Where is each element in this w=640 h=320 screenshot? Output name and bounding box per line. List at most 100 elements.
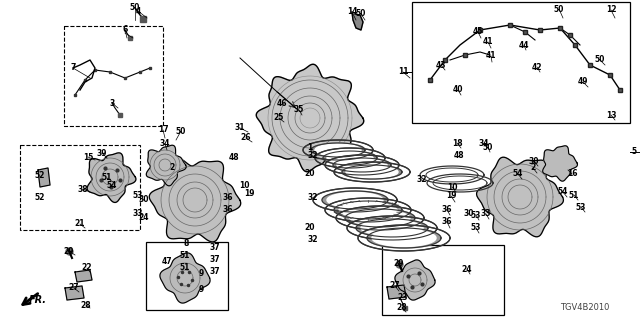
Text: 9: 9: [198, 269, 204, 278]
Text: 13: 13: [605, 110, 616, 119]
Text: 19: 19: [244, 188, 254, 197]
Text: 17: 17: [157, 125, 168, 134]
Text: FR.: FR.: [29, 295, 47, 305]
Text: TGV4B2010: TGV4B2010: [560, 303, 609, 313]
Text: 3: 3: [109, 99, 115, 108]
Polygon shape: [372, 229, 436, 246]
Text: 28: 28: [397, 303, 407, 313]
Text: 29: 29: [64, 246, 74, 255]
Text: 32: 32: [308, 193, 318, 202]
Text: 38: 38: [77, 185, 88, 194]
Text: 33: 33: [132, 209, 143, 218]
Text: 43: 43: [436, 60, 446, 69]
Polygon shape: [160, 253, 210, 303]
Text: 5: 5: [632, 148, 637, 156]
Text: 6: 6: [122, 26, 127, 35]
Polygon shape: [350, 211, 410, 226]
Text: 37: 37: [210, 244, 220, 252]
Text: 49: 49: [578, 77, 588, 86]
Polygon shape: [477, 157, 563, 237]
Text: 20: 20: [305, 223, 316, 233]
Text: 51: 51: [180, 263, 190, 273]
Polygon shape: [346, 166, 398, 178]
Text: 21: 21: [75, 220, 85, 228]
Bar: [64, 26, 163, 126]
Text: 26: 26: [241, 133, 252, 142]
Text: 2: 2: [170, 164, 175, 172]
Polygon shape: [352, 12, 363, 30]
Text: 24: 24: [139, 213, 149, 222]
Text: 1: 1: [307, 143, 312, 153]
Text: 53: 53: [471, 211, 481, 220]
Text: 54: 54: [513, 170, 523, 179]
Text: 37: 37: [210, 268, 220, 276]
Polygon shape: [327, 152, 373, 164]
Text: 50: 50: [130, 4, 140, 12]
Polygon shape: [395, 260, 435, 300]
Text: 10: 10: [239, 180, 249, 189]
Text: 54: 54: [558, 188, 568, 196]
Bar: [146, 242, 228, 310]
Text: 41: 41: [486, 52, 496, 60]
Polygon shape: [65, 286, 84, 300]
Text: 51: 51: [569, 190, 579, 199]
Polygon shape: [333, 158, 391, 172]
Polygon shape: [147, 145, 186, 186]
Text: 47: 47: [162, 257, 172, 266]
Polygon shape: [75, 270, 92, 282]
Text: 32: 32: [308, 150, 318, 159]
Text: 19: 19: [445, 191, 456, 201]
Polygon shape: [345, 209, 415, 227]
Text: 11: 11: [397, 68, 408, 76]
Text: 34: 34: [479, 139, 489, 148]
Text: 18: 18: [452, 139, 462, 148]
Polygon shape: [334, 201, 402, 219]
Polygon shape: [339, 203, 397, 218]
Text: 36: 36: [442, 218, 452, 227]
Text: 52: 52: [35, 194, 45, 203]
Text: 4: 4: [136, 6, 141, 15]
Polygon shape: [337, 159, 387, 171]
Polygon shape: [315, 144, 361, 156]
Polygon shape: [322, 191, 388, 209]
Text: 2: 2: [531, 164, 536, 172]
Text: 36: 36: [442, 205, 452, 214]
Text: 12: 12: [605, 5, 616, 14]
Text: 50: 50: [595, 55, 605, 65]
Text: 52: 52: [35, 171, 45, 180]
Text: 15: 15: [83, 153, 93, 162]
Text: 42: 42: [532, 62, 542, 71]
Text: 16: 16: [567, 170, 577, 179]
Text: 23: 23: [397, 293, 408, 302]
Polygon shape: [361, 220, 423, 236]
Polygon shape: [256, 64, 364, 172]
Text: 30: 30: [139, 196, 149, 204]
Text: 14: 14: [347, 7, 357, 17]
Text: 10: 10: [447, 182, 457, 191]
Polygon shape: [387, 285, 406, 299]
Text: 36: 36: [223, 205, 233, 214]
Text: 8: 8: [183, 239, 189, 249]
Text: 36: 36: [223, 193, 233, 202]
Polygon shape: [342, 165, 402, 179]
Text: 9: 9: [198, 285, 204, 294]
Text: 39: 39: [97, 148, 108, 157]
Text: 44: 44: [519, 41, 529, 50]
Text: 51: 51: [180, 252, 190, 260]
Polygon shape: [367, 228, 441, 248]
Text: 46: 46: [276, 99, 287, 108]
Text: 29: 29: [394, 260, 404, 268]
Text: 25: 25: [274, 114, 284, 123]
Text: 32: 32: [308, 236, 318, 244]
Bar: [382, 245, 504, 315]
Polygon shape: [87, 153, 136, 203]
Text: 48: 48: [454, 150, 464, 159]
Text: 34: 34: [160, 140, 170, 148]
Bar: [412, 2, 630, 123]
Text: 32: 32: [417, 174, 428, 183]
Text: 50: 50: [356, 10, 366, 19]
Text: 50: 50: [554, 4, 564, 13]
Text: 54: 54: [107, 180, 117, 189]
Text: 35: 35: [294, 106, 304, 115]
Text: 40: 40: [452, 85, 463, 94]
